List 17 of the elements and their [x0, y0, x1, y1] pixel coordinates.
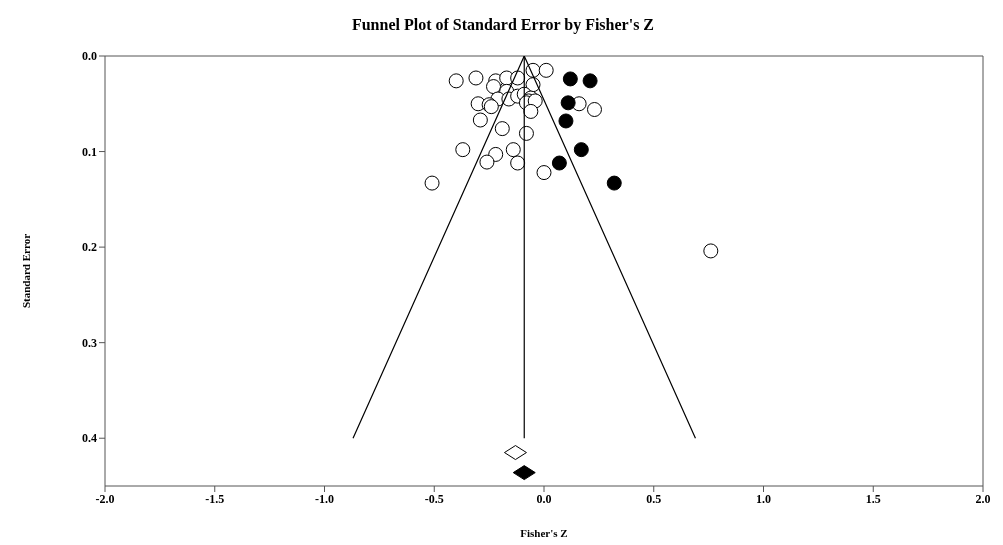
- x-tick-label: -2.0: [95, 491, 115, 506]
- x-tick-label: -1.5: [205, 491, 225, 506]
- x-tick-label: -0.5: [424, 491, 444, 506]
- x-tick-label: 1.0: [756, 491, 771, 506]
- x-tick-label: 0.5: [646, 491, 662, 506]
- x-tick-label: 1.5: [865, 491, 881, 506]
- chart-title: Funnel Plot of Standard Error by Fisher's Z: [350, 16, 656, 34]
- y-tick-label: 0.2: [82, 240, 97, 255]
- x-tick-label: -1.0: [315, 491, 334, 506]
- x-axis-title: Fisher's Z: [520, 527, 568, 539]
- y-tick-label: 0.0: [82, 49, 97, 64]
- y-tick-label: 0.1: [82, 144, 97, 159]
- y-axis-title: Standard Error: [19, 233, 32, 309]
- y-tick-label: 0.4: [82, 431, 97, 446]
- x-tick-label: 0.0: [536, 491, 552, 506]
- y-tick-label: 0.3: [82, 335, 97, 350]
- x-tick-label: 2.0: [975, 491, 991, 506]
